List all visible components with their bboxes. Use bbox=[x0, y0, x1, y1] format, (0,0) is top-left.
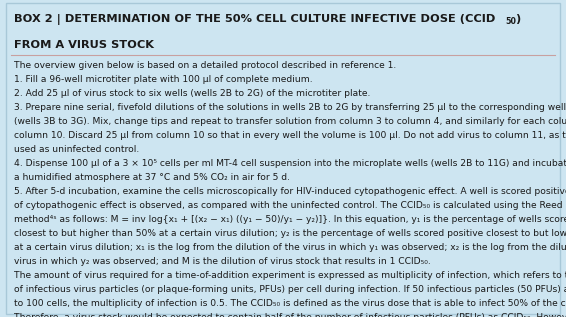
Text: ): ) bbox=[515, 14, 520, 24]
Text: The overview given below is based on a detailed protocol described in reference : The overview given below is based on a d… bbox=[14, 61, 396, 70]
Text: virus in which y₂ was observed; and M is the dilution of virus stock that result: virus in which y₂ was observed; and M is… bbox=[14, 257, 431, 266]
Text: used as uninfected control.: used as uninfected control. bbox=[14, 145, 139, 154]
Text: a humidified atmosphere at 37 °C and 5% CO₂ in air for 5 d.: a humidified atmosphere at 37 °C and 5% … bbox=[14, 173, 290, 182]
Text: 5. After 5-d incubation, examine the cells microscopically for HIV-induced cytop: 5. After 5-d incubation, examine the cel… bbox=[14, 187, 566, 196]
Text: BOX 2 | DETERMINATION OF THE 50% CELL CULTURE INFECTIVE DOSE (CCID: BOX 2 | DETERMINATION OF THE 50% CELL CU… bbox=[14, 14, 495, 25]
Text: Therefore, a virus stock would be expected to contain half of the number of infe: Therefore, a virus stock would be expect… bbox=[14, 313, 566, 317]
Text: column 10. Discard 25 μl from column 10 so that in every well the volume is 100 : column 10. Discard 25 μl from column 10 … bbox=[14, 131, 566, 140]
Text: of infectious virus particles (or plaque-forming units, PFUs) per cell during in: of infectious virus particles (or plaque… bbox=[14, 285, 566, 294]
Text: at a certain virus dilution; x₁ is the log from the dilution of the virus in whi: at a certain virus dilution; x₁ is the l… bbox=[14, 243, 566, 252]
Text: 1. Fill a 96-well microtiter plate with 100 μl of complete medium.: 1. Fill a 96-well microtiter plate with … bbox=[14, 75, 313, 84]
Text: 2. Add 25 μl of virus stock to six wells (wells 2B to 2G) of the microtiter plat: 2. Add 25 μl of virus stock to six wells… bbox=[14, 89, 371, 98]
FancyBboxPatch shape bbox=[6, 3, 560, 314]
Text: of cytopathogenic effect is observed, as compared with the uninfected control. T: of cytopathogenic effect is observed, as… bbox=[14, 201, 566, 210]
Text: The amount of virus required for a time-of-addition experiment is expressed as m: The amount of virus required for a time-… bbox=[14, 271, 566, 280]
Text: 3. Prepare nine serial, fivefold dilutions of the solutions in wells 2B to 2G by: 3. Prepare nine serial, fivefold dilutio… bbox=[14, 103, 566, 112]
Text: method⁴ˢ as follows: M = inv log{x₁ + [(x₂ − x₁) ((y₁ − 50)/y₁ − y₂)]}. In this : method⁴ˢ as follows: M = inv log{x₁ + [(… bbox=[14, 215, 566, 224]
Text: (wells 3B to 3G). Mix, change tips and repeat to transfer solution from column 3: (wells 3B to 3G). Mix, change tips and r… bbox=[14, 117, 566, 126]
Text: to 100 cells, the multiplicity of infection is 0.5. The CCID₅₀ is defined as the: to 100 cells, the multiplicity of infect… bbox=[14, 299, 566, 307]
Text: 50: 50 bbox=[505, 17, 516, 26]
Text: closest to but higher than 50% at a certain virus dilution; y₂ is the percentage: closest to but higher than 50% at a cert… bbox=[14, 229, 566, 238]
Text: FROM A VIRUS STOCK: FROM A VIRUS STOCK bbox=[14, 40, 154, 50]
Text: 4. Dispense 100 μl of a 3 × 10⁵ cells per ml MT-4 cell suspension into the micro: 4. Dispense 100 μl of a 3 × 10⁵ cells pe… bbox=[14, 159, 566, 168]
